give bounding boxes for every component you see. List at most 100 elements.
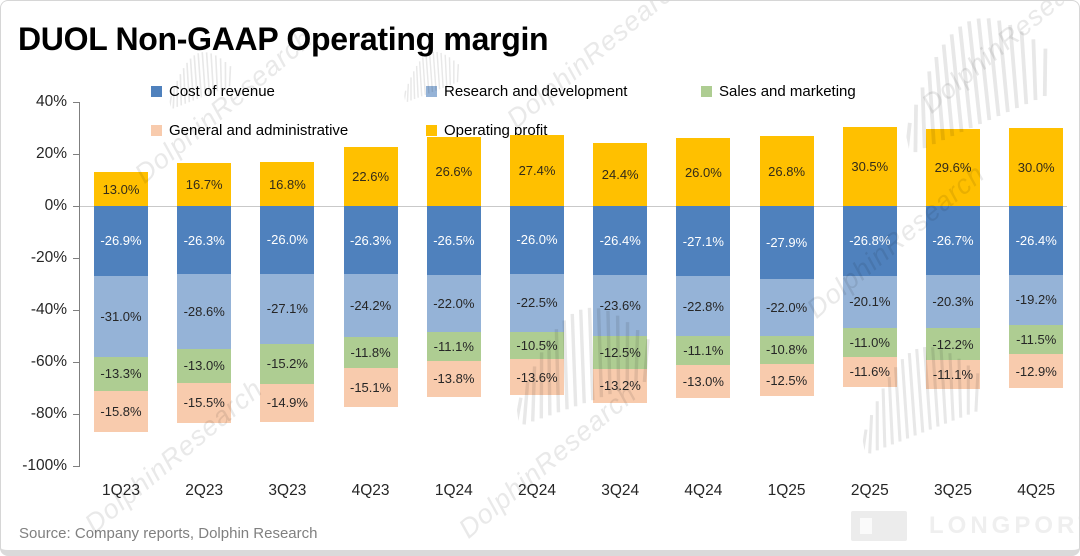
- bar-segment: -12.9%: [1009, 354, 1064, 388]
- bar-value-label: -26.8%: [849, 233, 891, 249]
- bar-value-label: 22.6%: [352, 169, 390, 185]
- bar-value-label: 13.0%: [102, 181, 140, 197]
- y-axis-tick: [73, 466, 79, 467]
- x-tick-label: 2Q24: [518, 482, 556, 499]
- longport-logo-icon: [851, 511, 907, 541]
- x-tick-label: 3Q23: [268, 482, 307, 499]
- bar-value-label: -26.3%: [183, 232, 225, 248]
- y-axis-tick: [73, 102, 79, 103]
- bar-value-label: -11.1%: [932, 366, 974, 382]
- bar-value-label: -27.1%: [682, 233, 724, 249]
- y-tick-label: 20%: [35, 145, 67, 162]
- bar-segment: -12.5%: [593, 336, 648, 369]
- bar-value-label: -12.5%: [599, 344, 641, 360]
- bar-segment: -11.0%: [842, 327, 897, 357]
- bar-value-label: -13.8%: [433, 371, 475, 387]
- x-tick-label: 3Q24: [601, 482, 640, 499]
- x-tick-label: 4Q24: [684, 482, 723, 499]
- bar-value-label: 26.6%: [435, 163, 473, 179]
- dolphin-watermark-text: DolphinResearch: [453, 378, 643, 544]
- bar-value-label: -26.5%: [433, 232, 475, 248]
- bar-segment: -26.3%: [343, 206, 398, 275]
- bar-value-label: -19.2%: [1015, 292, 1057, 308]
- bar-segment: -13.8%: [426, 360, 481, 397]
- bar-segment: -12.2%: [926, 328, 980, 360]
- bar-value-label: -14.9%: [266, 395, 308, 411]
- bar-value-label: -27.9%: [765, 234, 808, 250]
- bar-value-label: -26.0%: [266, 232, 308, 248]
- bar-value-label: -11.6%: [849, 364, 890, 380]
- bar-value-label: 16.7%: [185, 176, 223, 192]
- bar-segment: -22.0%: [426, 274, 481, 333]
- bar-segment: -22.8%: [676, 276, 731, 336]
- y-tick-label: -100%: [22, 457, 67, 474]
- x-tick-label: 1Q25: [767, 482, 806, 499]
- bar-segment: -26.0%: [510, 206, 564, 274]
- dolphin-watermark-text: DolphinResearch: [916, 0, 1080, 119]
- bar-segment: -26.0%: [260, 206, 315, 274]
- y-axis-tick: [73, 206, 79, 207]
- legend-item-general-and-administrative: General and administrative: [151, 121, 348, 139]
- bar-segment: -11.1%: [676, 335, 731, 365]
- y-tick-label: 40%: [35, 93, 67, 110]
- bar-segment: -31.0%: [94, 275, 148, 357]
- bar-segment: -26.9%: [94, 206, 148, 276]
- y-tick-label: -20%: [30, 249, 67, 266]
- bar-segment: 26.6%: [426, 136, 481, 206]
- bar-segment: -26.7%: [926, 206, 980, 276]
- bar-segment: -13.0%: [177, 348, 232, 383]
- legend-item-sales-and-marketing: Sales and marketing: [701, 82, 856, 100]
- legend-swatch-icon: [151, 85, 162, 97]
- bar-segment: -22.0%: [759, 278, 814, 336]
- bar-segment: -11.8%: [343, 337, 398, 368]
- bar-segment: 16.7%: [177, 162, 232, 206]
- legend-label: General and administrative: [169, 121, 349, 139]
- bar-value-label: -12.5%: [765, 372, 808, 388]
- longport-watermark: LONGPORT: [851, 511, 1079, 541]
- bar-value-label: -22.5%: [516, 295, 558, 311]
- x-tick-label: 2Q25: [850, 482, 889, 499]
- y-axis-tick: [73, 414, 79, 415]
- bar-value-label: -26.4%: [1015, 232, 1057, 248]
- legend-label: Cost of revenue: [169, 82, 275, 100]
- bar-value-label: 30.5%: [851, 158, 889, 174]
- bar-value-label: -11.1%: [433, 339, 474, 355]
- bar-segment: -24.2%: [343, 274, 398, 338]
- bar-segment: -26.8%: [842, 206, 897, 276]
- legend-label: Sales and marketing: [719, 82, 856, 100]
- bar-value-label: -11.0%: [849, 334, 890, 350]
- bar-segment: -27.9%: [759, 206, 814, 279]
- bar-segment: -15.1%: [343, 367, 398, 408]
- bar-value-label: -15.5%: [183, 395, 225, 411]
- bar-segment: -10.5%: [510, 332, 564, 360]
- legend-item-cost-of-revenue: Cost of revenue: [151, 82, 275, 100]
- bar-value-label: -22.8%: [682, 298, 724, 314]
- y-tick-label: -80%: [30, 405, 67, 422]
- bar-value-label: -20.3%: [932, 294, 974, 310]
- bar-value-label: -13.3%: [100, 366, 142, 382]
- bar-segment: -26.4%: [593, 206, 648, 275]
- bar-segment: -11.1%: [926, 359, 980, 389]
- bar-value-label: -22.0%: [433, 295, 475, 311]
- bar-segment: -11.6%: [842, 356, 897, 387]
- bar-segment: 22.6%: [343, 147, 398, 206]
- bar-value-label: 26.0%: [684, 164, 722, 180]
- bar-value-label: 29.6%: [934, 160, 972, 175]
- bar-value-label: -12.2%: [932, 336, 974, 352]
- y-tick-label: -60%: [30, 353, 67, 370]
- y-tick-label: -40%: [30, 301, 67, 318]
- bar-value-label: -28.6%: [183, 304, 225, 320]
- y-axis-tick: [73, 154, 79, 155]
- bar-segment: -13.6%: [510, 359, 564, 395]
- bar-segment: -15.8%: [94, 391, 148, 433]
- bar-segment: -13.2%: [593, 368, 648, 403]
- legend-item-research-and-development: Research and development: [426, 82, 627, 100]
- bar-segment: -23.6%: [593, 274, 648, 336]
- bar-value-label: 27.4%: [518, 162, 556, 178]
- y-tick-label: 0%: [44, 197, 67, 214]
- bar-segment: 29.6%: [926, 129, 980, 206]
- longport-watermark-text: LONGPORT: [929, 512, 1079, 539]
- bar-value-label: -12.9%: [1015, 363, 1057, 379]
- bar-value-label: -11.5%: [1016, 331, 1057, 347]
- bar-value-label: -23.6%: [599, 297, 641, 313]
